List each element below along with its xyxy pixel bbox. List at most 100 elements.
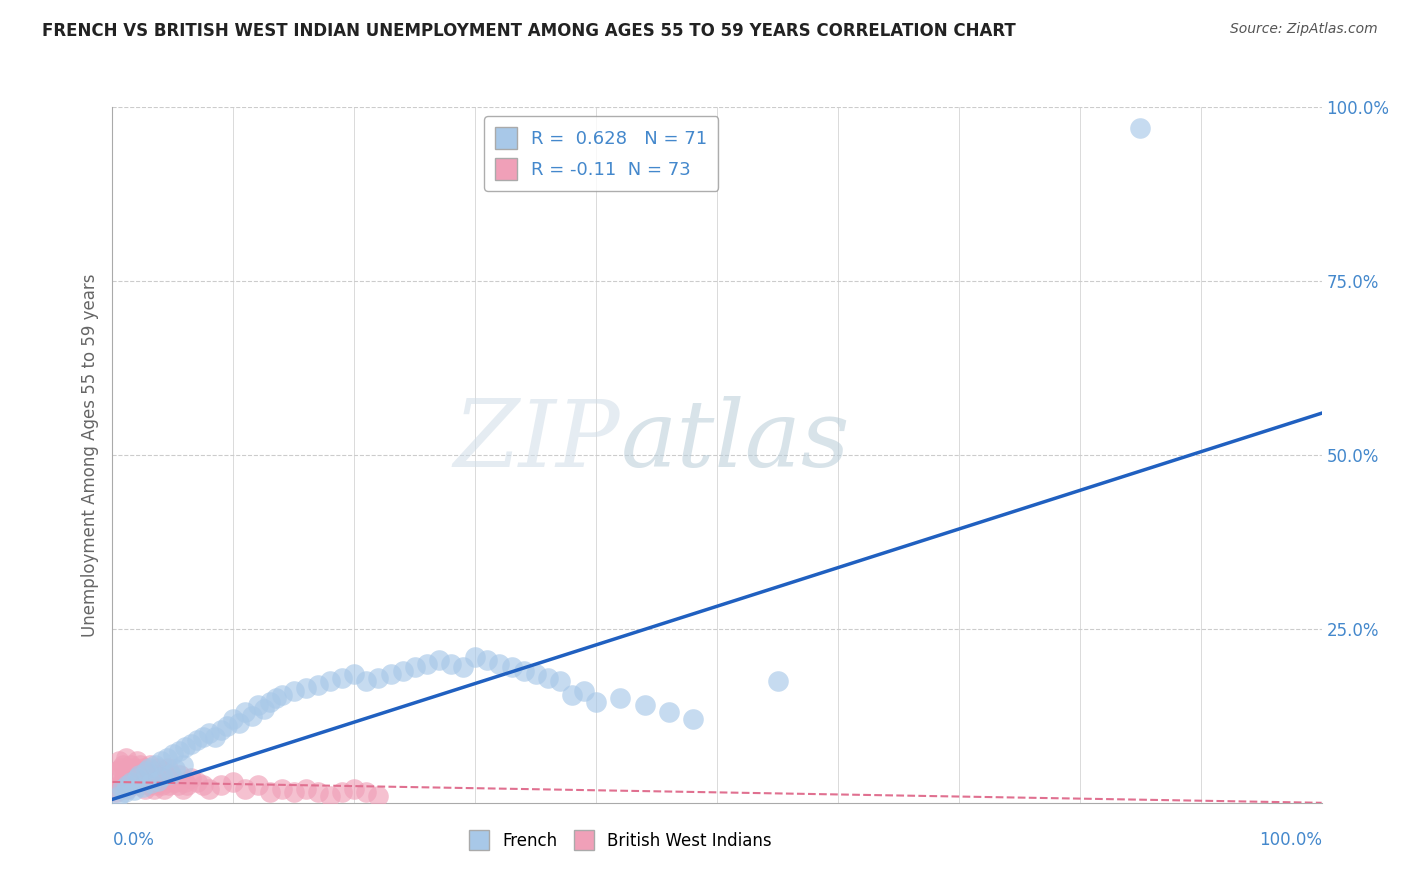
Point [105,785,128,799]
Point [134,781,156,796]
Point [143,757,166,772]
Point [121,778,143,792]
Point [111,781,134,796]
Text: FRENCH VS BRITISH WEST INDIAN UNEMPLOYMENT AMONG AGES 55 TO 59 YEARS CORRELATION: FRENCH VS BRITISH WEST INDIAN UNEMPLOYME… [42,22,1017,40]
Point [609,691,631,706]
Point [120,757,142,772]
Y-axis label: Unemployment Among Ages 55 to 59 years: Unemployment Among Ages 55 to 59 years [80,273,98,637]
Point [186,733,208,747]
Point [307,677,329,691]
Point [172,757,194,772]
Point [114,785,136,799]
Point [330,671,353,685]
Point [186,775,208,789]
Point [132,780,155,795]
Point [112,757,135,772]
Point [166,778,188,792]
Point [132,761,155,775]
Point [440,657,463,671]
Point [488,657,510,671]
Point [141,775,163,789]
Point [391,664,413,678]
Legend: French, British West Indians: French, British West Indians [463,823,779,857]
Point [153,781,176,796]
Point [512,664,534,678]
Point [156,750,179,764]
Point [165,775,187,789]
Point [107,789,129,803]
Point [356,674,378,689]
Point [1129,120,1152,135]
Point [259,785,281,799]
Point [117,764,139,779]
Point [122,783,145,797]
Point [149,754,172,768]
Point [115,781,138,796]
Point [295,781,318,796]
Point [264,691,287,706]
Point [235,706,257,720]
Point [222,775,245,789]
Point [120,775,142,789]
Point [162,772,184,786]
Point [128,778,150,792]
Point [343,781,366,796]
Point [149,768,172,782]
Point [148,761,170,775]
Point [174,775,197,789]
Point [766,674,789,689]
Point [162,747,184,761]
Point [128,768,150,782]
Point [228,715,250,730]
Point [682,712,704,726]
Point [122,768,145,782]
Point [146,772,169,786]
Point [125,754,148,768]
Point [169,768,191,782]
Point [142,781,165,796]
Point [524,667,547,681]
Point [246,778,269,792]
Point [127,764,149,779]
Text: ZIP: ZIP [454,396,620,486]
Point [283,684,305,698]
Point [139,757,162,772]
Point [141,768,163,782]
Point [283,785,305,799]
Point [114,768,136,782]
Point [103,781,125,796]
Point [427,653,450,667]
Point [367,671,389,685]
Point [259,695,281,709]
Point [416,657,439,671]
Point [124,772,146,786]
Point [136,764,159,779]
Point [319,674,342,689]
Point [198,726,221,740]
Point [404,660,426,674]
Point [246,698,269,713]
Point [118,775,141,789]
Text: atlas: atlas [620,396,849,486]
Point [572,684,595,698]
Point [174,740,197,755]
Point [658,706,681,720]
Point [143,764,166,779]
Point [105,764,128,779]
Point [191,778,214,792]
Point [159,768,181,782]
Point [141,776,163,790]
Point [114,750,136,764]
Point [180,737,202,751]
Point [235,781,257,796]
Point [176,778,198,792]
Point [107,754,129,768]
Point [343,667,366,681]
Point [157,761,180,775]
Point [159,766,181,780]
Point [464,649,486,664]
Point [204,730,226,744]
Point [633,698,655,713]
Point [222,712,245,726]
Point [477,653,499,667]
